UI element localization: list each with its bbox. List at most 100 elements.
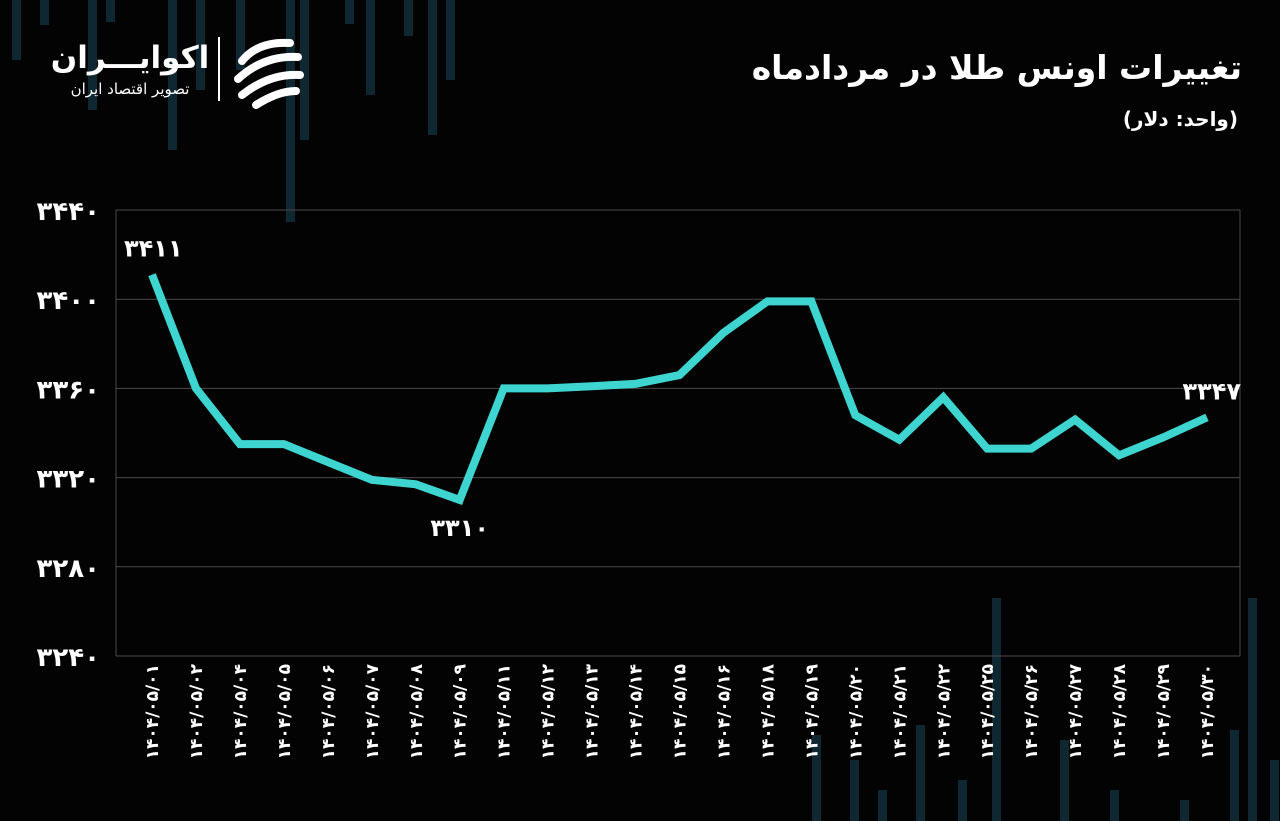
x-tick-label: ۱۴۰۴/۰۵/۲۱ — [890, 664, 910, 759]
x-tick: ۱۴۰۴/۰۵/۰۹ — [451, 663, 471, 759]
decor-bar — [196, 0, 205, 90]
x-tick-label: ۱۴۰۴/۰۵/۲۸ — [1110, 663, 1130, 759]
x-tick: ۱۴۰۴/۰۵/۰۷ — [363, 663, 383, 759]
ecoiran-logo-icon — [234, 38, 304, 109]
x-axis: ۱۴۰۴/۰۵/۰۱ ۱۴۰۴/۰۵/۰۲ ۱۴۰۴/۰۵/۰۴ ۱۴۰۴/۰۵/۰۵… — [143, 663, 1218, 759]
x-tick: ۱۴۰۴/۰۵/۰۴ — [231, 664, 251, 759]
decor-bar — [812, 735, 821, 821]
x-tick-label: ۱۴۰۴/۰۵/۰۱ — [143, 664, 163, 759]
brand-tagline: تصویر اقتصاد ایران — [70, 80, 190, 98]
x-tick: ۱۴۰۴/۰۵/۰۸ — [407, 663, 427, 759]
decor-bar — [446, 0, 455, 80]
series-line — [148, 273, 1209, 505]
chart-series — [148, 273, 1209, 505]
x-tick-label: ۱۴۰۴/۰۵/۰۶ — [319, 664, 339, 759]
decor-bar — [168, 0, 177, 150]
x-tick-label: ۱۴۰۴/۰۵/۳۰ — [1198, 664, 1218, 759]
x-tick-label: ۱۴۰۴/۰۵/۱۳ — [583, 663, 603, 759]
decor-bar — [345, 0, 354, 24]
x-tick-label: ۱۴۰۴/۰۵/۱۹ — [802, 663, 822, 759]
decor-bar — [12, 0, 21, 60]
decor-bar — [88, 0, 97, 110]
x-tick: ۱۴۰۴/۰۵/۰۲ — [187, 663, 207, 759]
data-label: ۳۳۴۷ — [1182, 377, 1241, 405]
chart-grid — [115, 209, 1241, 657]
decor-bar — [40, 0, 49, 25]
x-tick: ۱۴۰۴/۰۵/۱۹ — [802, 663, 822, 759]
x-tick: ۱۴۰۴/۰۵/۱۴ — [627, 664, 647, 759]
x-tick: ۱۴۰۴/۰۵/۰۵ — [275, 664, 295, 759]
x-tick: ۱۴۰۴/۰۵/۰۶ — [319, 664, 339, 759]
decor-bar — [1248, 598, 1257, 821]
decor-bar — [286, 0, 295, 222]
x-tick-label: ۱۴۰۴/۰۵/۱۴ — [627, 664, 647, 759]
x-tick-label: ۱۴۰۴/۰۵/۱۱ — [495, 664, 515, 759]
decor-bar — [878, 790, 887, 821]
x-tick-label: ۱۴۰۴/۰۵/۰۴ — [231, 664, 251, 759]
y-axis: ۳۲۴۰ ۳۲۸۰ ۳۳۲۰ ۳۳۶۰ ۳۴۰۰ ۳۴۴۰ — [37, 197, 100, 673]
decor-bar — [404, 0, 413, 36]
x-tick: ۱۴۰۴/۰۵/۲۷ — [1066, 663, 1086, 759]
decor-bar — [366, 0, 375, 95]
x-tick-label: ۱۴۰۴/۰۵/۲۹ — [1154, 663, 1174, 759]
x-tick: ۱۴۰۴/۰۵/۱۸ — [758, 663, 778, 759]
x-tick-label: ۱۴۰۴/۰۵/۱۲ — [539, 663, 559, 759]
x-tick: ۱۴۰۴/۰۵/۲۹ — [1154, 663, 1174, 759]
x-tick: ۱۴۰۴/۰۵/۲۶ — [1022, 664, 1042, 759]
decor-bar — [958, 780, 967, 821]
decor-bar — [1270, 760, 1279, 821]
x-tick: ۱۴۰۴/۰۵/۲۰ — [846, 664, 866, 759]
decor-bar — [1230, 730, 1239, 821]
decor-bar — [1180, 800, 1189, 821]
x-tick: ۱۴۰۴/۰۵/۳۰ — [1198, 664, 1218, 759]
decor-bar — [1110, 790, 1119, 821]
x-tick-label: ۱۴۰۴/۰۵/۰۹ — [451, 663, 471, 759]
x-tick-label: ۱۴۰۴/۰۵/۱۶ — [714, 664, 734, 759]
chart-annotations: ۳۴۱۱ ۳۳۱۰ ۳۳۴۷ — [124, 235, 1241, 542]
x-tick-label: ۱۴۰۴/۰۵/۰۷ — [363, 663, 383, 759]
x-tick-label: ۱۴۰۴/۰۵/۱۵ — [671, 664, 691, 759]
x-tick: ۱۴۰۴/۰۵/۰۱ — [143, 664, 163, 759]
x-tick-label: ۱۴۰۴/۰۵/۲۷ — [1066, 663, 1086, 759]
brand-name: اکوایـــران — [50, 40, 210, 76]
x-tick: ۱۴۰۴/۰۵/۱۶ — [714, 664, 734, 759]
y-tick-label: ۳۳۶۰ — [37, 375, 100, 405]
x-tick: ۱۴۰۴/۰۵/۱۳ — [583, 663, 603, 759]
page-title: تغییرات اونس طلا در مردادماه — [751, 48, 1242, 87]
x-tick: ۱۴۰۴/۰۵/۱۵ — [671, 664, 691, 759]
y-tick-label: ۳۴۴۰ — [37, 197, 100, 227]
decor-bar — [428, 0, 437, 135]
x-tick: ۱۴۰۴/۰۵/۲۲ — [934, 663, 954, 759]
decor-bar — [106, 0, 115, 22]
y-tick-label: ۳۲۸۰ — [37, 554, 100, 584]
x-tick-label: ۱۴۰۴/۰۵/۲۲ — [934, 663, 954, 759]
brand-logo: اکوایـــران تصویر اقتصاد ایران — [50, 33, 310, 113]
x-tick: ۱۴۰۴/۰۵/۲۸ — [1110, 663, 1130, 759]
decor-bar — [300, 0, 309, 140]
decor-bar — [1060, 740, 1069, 821]
x-tick-label: ۱۴۰۴/۰۵/۰۲ — [187, 663, 207, 759]
x-tick-label: ۱۴۰۴/۰۵/۱۸ — [758, 663, 778, 759]
unit-subtitle: (واحد: دلار) — [1122, 107, 1238, 131]
x-tick-label: ۱۴۰۴/۰۵/۲۵ — [978, 664, 998, 759]
data-label: ۳۴۱۱ — [124, 235, 183, 263]
logo-divider — [218, 37, 220, 101]
x-tick-label: ۱۴۰۴/۰۵/۲۰ — [846, 664, 866, 759]
decor-bar — [916, 725, 925, 821]
y-tick-label: ۳۲۴۰ — [37, 643, 100, 673]
y-tick-label: ۳۳۲۰ — [37, 465, 100, 495]
x-tick: ۱۴۰۴/۰۵/۱۱ — [495, 664, 515, 759]
x-tick: ۱۴۰۴/۰۵/۲۱ — [890, 664, 910, 759]
brand-text: اکوایـــران تصویر اقتصاد ایران — [50, 39, 210, 99]
decor-bar — [236, 0, 245, 70]
x-tick-label: ۱۴۰۴/۰۵/۲۶ — [1022, 664, 1042, 759]
y-tick-label: ۳۴۰۰ — [37, 286, 100, 316]
x-tick: ۱۴۰۴/۰۵/۲۵ — [978, 664, 998, 759]
x-tick: ۱۴۰۴/۰۵/۱۲ — [539, 663, 559, 759]
x-tick-label: ۱۴۰۴/۰۵/۰۸ — [407, 663, 427, 759]
x-tick-label: ۱۴۰۴/۰۵/۰۵ — [275, 664, 295, 759]
decor-bar — [850, 760, 859, 821]
data-label: ۳۳۱۰ — [430, 514, 489, 542]
